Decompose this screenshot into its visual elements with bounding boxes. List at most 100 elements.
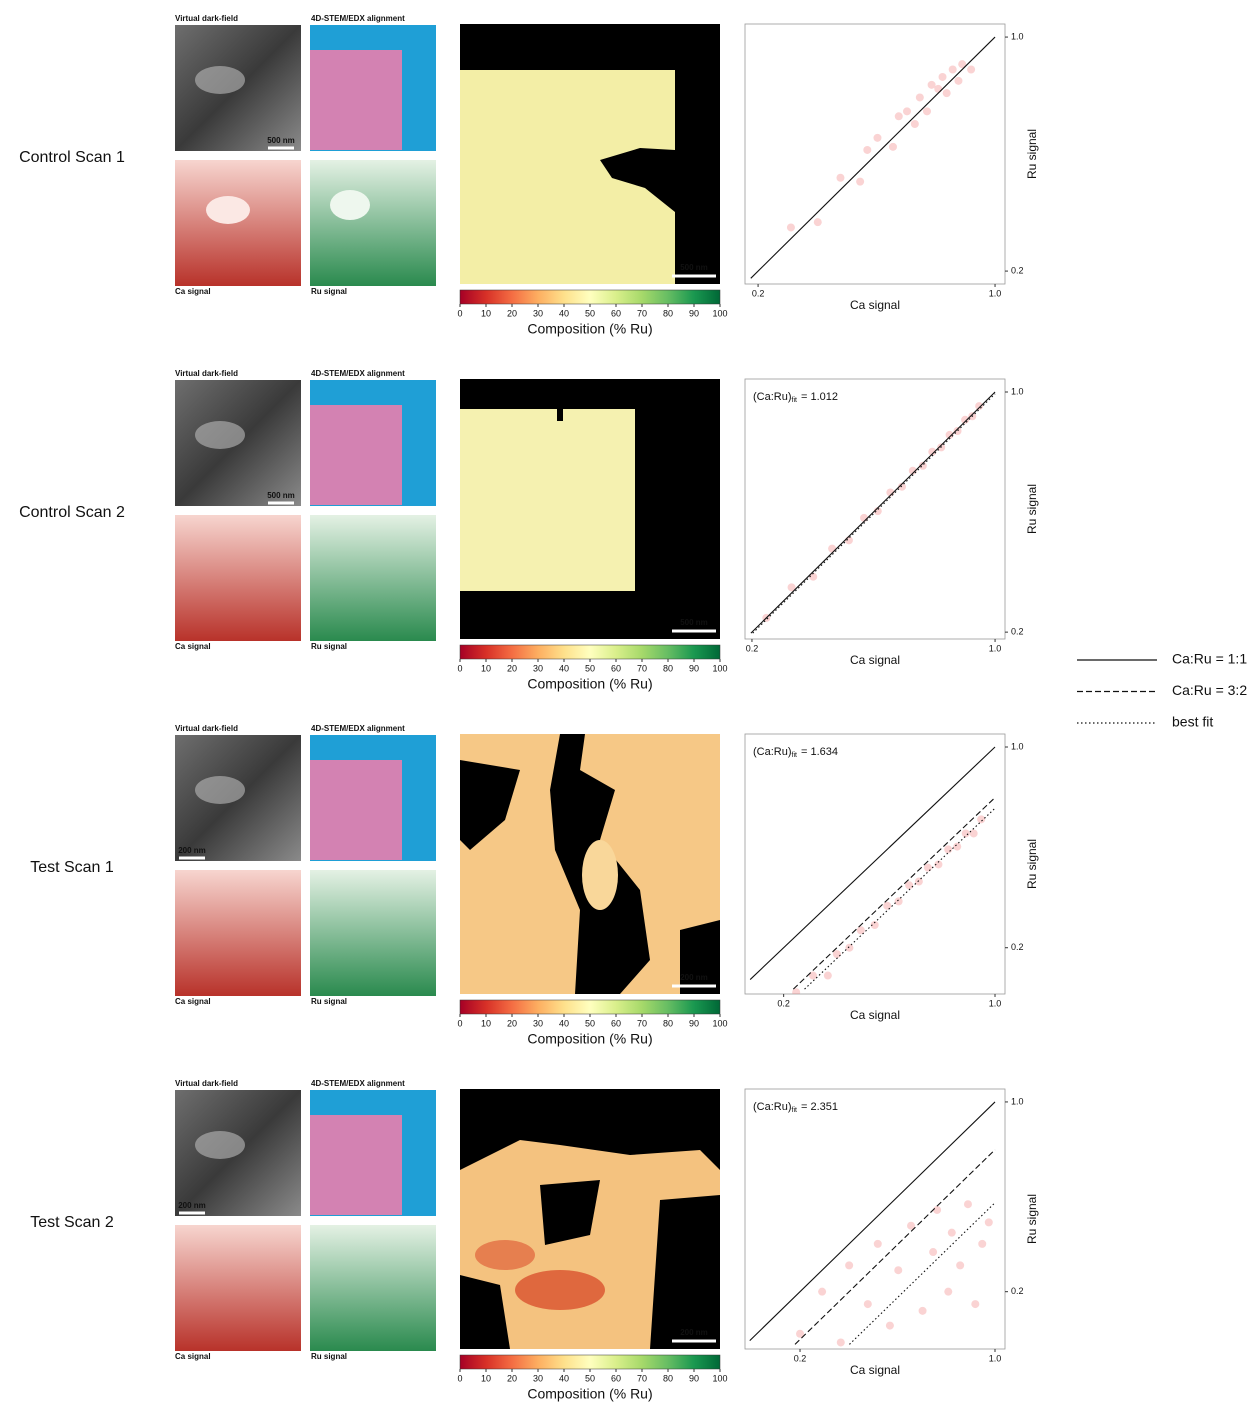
colorbar-tick-label: 10 (481, 1018, 491, 1028)
colorbar-tick-label: 40 (559, 1373, 569, 1383)
fit-annotation-text: (Ca:Ru) (753, 391, 792, 403)
data-point (837, 1338, 845, 1346)
colorbar-tick-label: 50 (585, 1018, 595, 1028)
ca-signal-image (175, 1225, 301, 1351)
data-point (833, 950, 841, 958)
x-tick-label: 1.0 (989, 998, 1002, 1008)
x-tick-label: 0.2 (752, 288, 765, 298)
data-point (944, 845, 952, 853)
colorbar-tick-label: 60 (611, 1018, 621, 1028)
image-label: Virtual dark-field (175, 14, 238, 23)
data-point (845, 944, 853, 952)
colorbar-tick-label: 0 (457, 1373, 462, 1383)
scale-bar-label: 200 nm (680, 1328, 708, 1337)
dark-field-feature (195, 1131, 245, 1159)
dark-field-feature (195, 421, 245, 449)
composition-hotspot (515, 1270, 605, 1310)
data-point (939, 73, 947, 81)
colorbar-tick-label: 90 (689, 1373, 699, 1383)
data-point (978, 1240, 986, 1248)
colorbar-tick-label: 100 (712, 1018, 727, 1028)
colorbar-label: Composition (% Ru) (527, 676, 652, 692)
colorbar-tick-label: 30 (533, 663, 543, 673)
colorbar-tick-label: 70 (637, 1018, 647, 1028)
data-point (953, 843, 961, 851)
data-point (864, 1300, 872, 1308)
image-label: Ca signal (175, 1352, 211, 1361)
data-point (962, 829, 970, 837)
image-label: 4D-STEM/EDX alignment (311, 1079, 405, 1088)
colorbar-tick-label: 90 (689, 1018, 699, 1028)
colorbar-tick-label: 90 (689, 663, 699, 673)
x-tick-label: 0.2 (777, 998, 790, 1008)
x-axis-label: Ca signal (850, 1008, 900, 1022)
x-tick-label: 1.0 (989, 1353, 1002, 1363)
data-point (916, 93, 924, 101)
data-point (836, 174, 844, 182)
alignment-overlay (310, 760, 402, 860)
colorbar (460, 290, 720, 304)
data-point (956, 1261, 964, 1269)
colorbar-tick-label: 0 (457, 308, 462, 318)
data-point (975, 402, 983, 410)
colorbar-tick-label: 0 (457, 1018, 462, 1028)
x-tick-label: 0.2 (746, 643, 759, 653)
fit-annotation-value: = 2.351 (801, 1101, 838, 1113)
row-label: Control Scan 1 (19, 149, 125, 166)
y-axis-label: Ru signal (1025, 484, 1039, 534)
fit-annotation-value: = 1.634 (801, 746, 838, 758)
dark-field-feature (195, 66, 245, 94)
colorbar-tick-label: 10 (481, 308, 491, 318)
data-point (954, 77, 962, 85)
data-point (949, 66, 957, 74)
colorbar-tick-label: 100 (712, 1373, 727, 1383)
x-tick-label: 1.0 (989, 288, 1002, 298)
y-tick-label: 1.0 (1011, 386, 1024, 396)
image-label: Ca signal (175, 287, 211, 296)
data-point (845, 1261, 853, 1269)
colorbar-tick-label: 60 (611, 308, 621, 318)
legend-label: Ca:Ru = 1:1 (1172, 651, 1247, 667)
y-tick-label: 0.2 (1011, 265, 1024, 275)
data-point (889, 143, 897, 151)
legend-label: best fit (1172, 714, 1213, 730)
colorbar-tick-label: 20 (507, 1018, 517, 1028)
data-point (934, 85, 942, 93)
x-axis-label: Ca signal (850, 1363, 900, 1377)
x-tick-label: 0.2 (794, 1353, 807, 1363)
colorbar-tick-label: 60 (611, 1373, 621, 1383)
y-tick-label: 1.0 (1011, 741, 1024, 751)
image-label: Virtual dark-field (175, 724, 238, 733)
alignment-overlay (310, 1115, 402, 1215)
ru-signal-image (310, 515, 436, 641)
colorbar-tick-label: 100 (712, 663, 727, 673)
row-label: Control Scan 2 (19, 504, 125, 521)
data-point (787, 223, 795, 231)
colorbar-tick-label: 100 (712, 308, 727, 318)
colorbar (460, 645, 720, 659)
image-label: 4D-STEM/EDX alignment (311, 724, 405, 733)
image-label: Ru signal (311, 287, 347, 296)
composition-hotspot (475, 1240, 535, 1270)
row-label: Test Scan 2 (30, 1214, 114, 1231)
ca-signal-image (175, 515, 301, 641)
colorbar-label: Composition (% Ru) (527, 1386, 652, 1402)
scale-bar-label: 200 nm (680, 973, 708, 982)
data-point (924, 864, 932, 872)
plot-frame (745, 734, 1005, 994)
data-point (948, 1229, 956, 1237)
y-tick-label: 0.2 (1011, 1286, 1024, 1296)
data-point (919, 1307, 927, 1315)
data-point (856, 178, 864, 186)
colorbar-label: Composition (% Ru) (527, 321, 652, 337)
colorbar-tick-label: 50 (585, 308, 595, 318)
colorbar-tick-label: 50 (585, 1373, 595, 1383)
data-point (874, 1240, 882, 1248)
x-axis-label: Ca signal (850, 298, 900, 312)
fit-annotation-text: (Ca:Ru) (753, 746, 792, 758)
ru-signal-image (310, 1225, 436, 1351)
colorbar-tick-label: 70 (637, 308, 647, 318)
y-tick-label: 1.0 (1011, 31, 1024, 41)
x-tick-label: 1.0 (989, 643, 1002, 653)
colorbar-tick-label: 20 (507, 1373, 517, 1383)
